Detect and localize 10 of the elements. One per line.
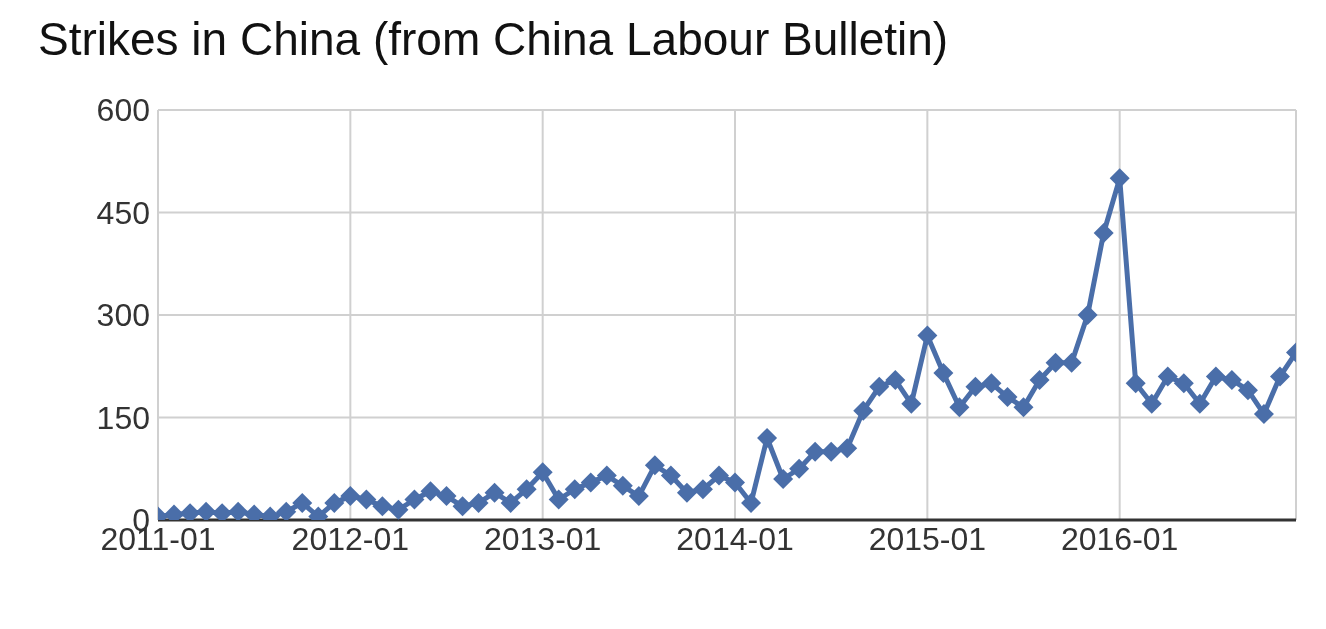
y-tick-label: 300 xyxy=(96,297,150,334)
y-tick-label: 150 xyxy=(96,399,150,436)
x-tick-label: 2016-01 xyxy=(1060,521,1179,557)
x-tick-label: 2014-01 xyxy=(676,521,794,557)
chart-title: Strikes in China (from China Labour Bulletin) xyxy=(37,12,950,67)
y-tick-label: 600 xyxy=(96,92,150,129)
x-tick-label: 2015-01 xyxy=(868,521,987,557)
x-tick-label: 2012-01 xyxy=(291,521,410,557)
y-tick-label: 450 xyxy=(96,194,150,231)
x-tick-label: 2013-01 xyxy=(483,521,602,557)
